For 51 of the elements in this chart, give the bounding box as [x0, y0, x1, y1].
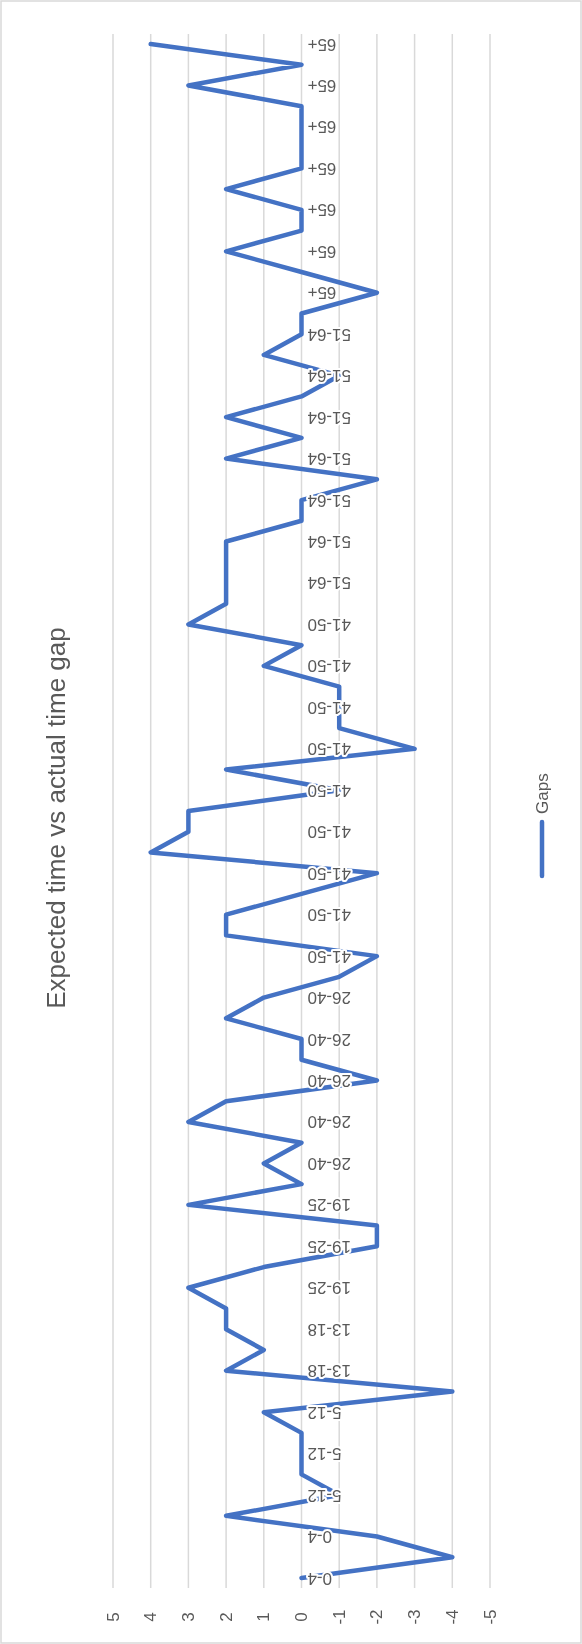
- text: Expected time vs actual time gap: [41, 627, 71, 1009]
- y-tick-label: 26-40: [307, 1112, 351, 1132]
- y-tick-label: 26-40: [307, 988, 351, 1008]
- y-tick-label: 26-40: [307, 1153, 351, 1173]
- y-tick-label: 13-18: [307, 1361, 351, 1381]
- y-tick-label: 26-40: [307, 1029, 351, 1049]
- x-tick-label: 4: [141, 1612, 161, 1622]
- x-tick-label: -1: [329, 1609, 349, 1625]
- y-tick-label: 51-64: [307, 324, 351, 344]
- y-tick-label: 65+: [307, 117, 337, 137]
- y-tick-label: 51-64: [307, 449, 351, 469]
- y-tick-label: 41-50: [307, 863, 351, 883]
- y-tick-label: 41-50: [307, 822, 351, 842]
- y-tick-label: 65+: [307, 75, 337, 95]
- y-tick-label: 41-50: [307, 946, 351, 966]
- y-tick-label: 0-4: [307, 1568, 333, 1588]
- y-tick-label: 41-50: [307, 780, 351, 800]
- x-tick-label: -3: [405, 1609, 425, 1625]
- y-tick-label: 51-64: [307, 532, 351, 552]
- y-tick-label: 41-50: [307, 739, 351, 759]
- x-tick-label: -4: [442, 1609, 462, 1625]
- x-tick-label: -5: [480, 1609, 500, 1625]
- y-tick-label: 65+: [307, 241, 337, 261]
- x-tick-label: 2: [216, 1612, 236, 1622]
- y-tick-label: 65+: [307, 34, 337, 54]
- y-tick-label: 65+: [307, 200, 337, 220]
- y-tick-label: 41-50: [307, 614, 351, 634]
- y-tick-label: 41-50: [307, 656, 351, 676]
- y-tick-label: 13-18: [307, 1319, 351, 1339]
- y-tick-label: 19-25: [307, 1195, 351, 1215]
- y-tick-label: 51-64: [307, 407, 351, 427]
- y-tick-label: 51-64: [307, 366, 351, 386]
- y-tick-label: 5-12: [307, 1402, 342, 1422]
- y-tick-label: 41-50: [307, 905, 351, 925]
- y-tick-label: 51-64: [307, 490, 351, 510]
- y-tick-label: 19-25: [307, 1278, 351, 1298]
- y-tick-label: 19-25: [307, 1236, 351, 1256]
- text: Gaps: [532, 773, 552, 814]
- x-tick-label: 1: [254, 1612, 274, 1622]
- y-tick-label: 5-12: [307, 1444, 342, 1464]
- x-tick-label: -2: [367, 1609, 387, 1625]
- y-tick-label: 51-64: [307, 573, 351, 593]
- x-tick-label: 0: [292, 1612, 311, 1622]
- y-tick-label: 0-4: [307, 1527, 333, 1547]
- y-tick-label: 5-12: [307, 1485, 342, 1505]
- x-tick-label: 5: [103, 1612, 123, 1622]
- y-tick-label: 65+: [307, 283, 337, 303]
- y-tick-label: 26-40: [307, 1070, 351, 1090]
- y-tick-label: 65+: [307, 158, 337, 178]
- y-tick-label: 41-50: [307, 697, 351, 717]
- x-tick-label: 3: [178, 1612, 198, 1622]
